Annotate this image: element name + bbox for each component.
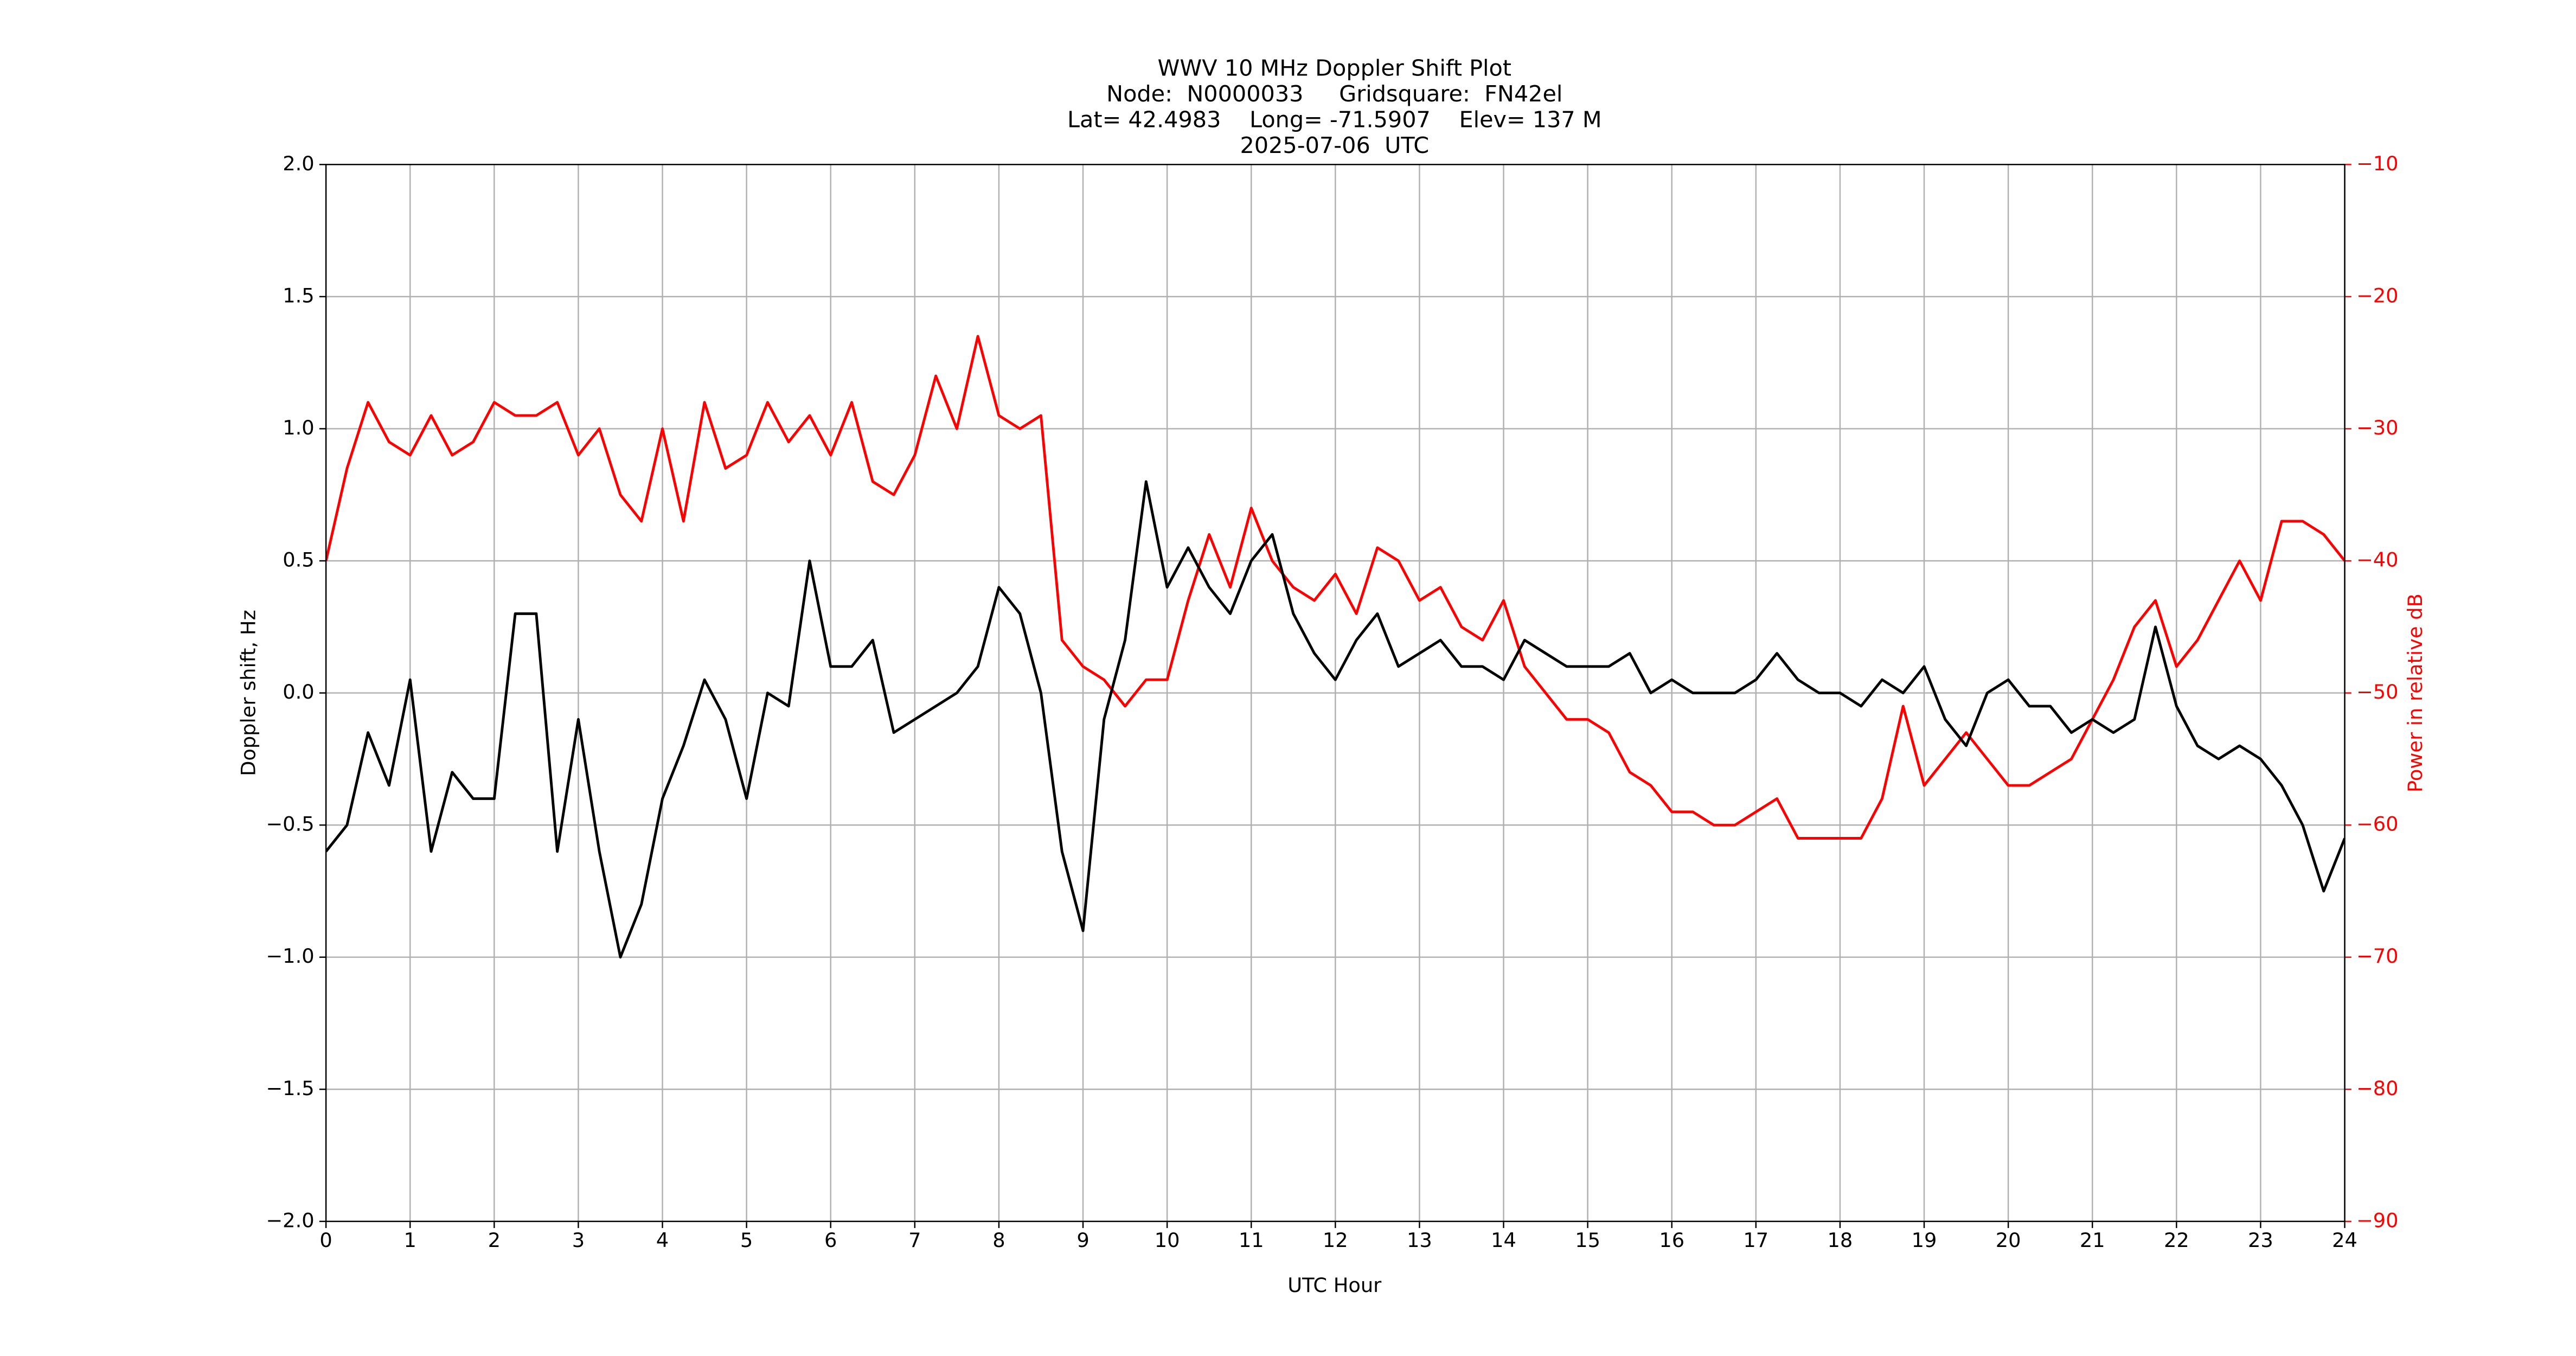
x-tick-label: 17 (1743, 1229, 1768, 1252)
x-tick-label: 10 (1155, 1229, 1180, 1252)
y2-axis-label: Power in relative dB (2404, 593, 2427, 792)
y2-tick-label: −20 (2356, 284, 2399, 307)
x-axis-label: UTC Hour (1287, 1274, 1382, 1297)
x-tick-label: 11 (1239, 1229, 1264, 1252)
x-tick-label: 24 (2332, 1229, 2357, 1252)
x-tick-label: 2 (488, 1229, 501, 1252)
x-tick-label: 6 (824, 1229, 837, 1252)
y2-tick-label: −10 (2356, 152, 2399, 175)
x-tick-label: 3 (572, 1229, 585, 1252)
x-tick-label: 18 (1828, 1229, 1853, 1252)
series-line (326, 480, 2345, 959)
y2-tick-label: −60 (2356, 813, 2399, 836)
y-tick-label: 1.5 (283, 284, 314, 307)
y-tick-label: −0.5 (266, 813, 314, 836)
y-tick-label: −1.5 (266, 1077, 314, 1100)
chart-title: Lat= 42.4983 Long= -71.5907 Elev= 137 M (1067, 107, 1602, 133)
x-tick-label: 23 (2248, 1229, 2273, 1252)
y-tick-label: 1.0 (283, 416, 314, 439)
x-tick-label: 13 (1407, 1229, 1432, 1252)
y-tick-label: 0.5 (283, 548, 314, 572)
series-line (326, 335, 2345, 840)
x-tick-label: 16 (1659, 1229, 1684, 1252)
x-tick-label: 15 (1575, 1229, 1600, 1252)
plot-frame (325, 164, 2346, 1223)
y-tick-label: 0.0 (283, 680, 314, 703)
y2-tick-label: −90 (2356, 1208, 2399, 1232)
x-tick-label: 12 (1323, 1229, 1348, 1252)
chart-title: 2025-07-06 UTC (1240, 132, 1429, 158)
x-tick-label: 4 (656, 1229, 669, 1252)
x-tick-label: 5 (740, 1229, 753, 1252)
y-tick-label: −1.0 (266, 944, 314, 968)
y2-tick-label: −30 (2356, 416, 2399, 439)
x-tick-label: 7 (908, 1229, 921, 1252)
y2-tick-label: −80 (2356, 1077, 2399, 1100)
x-tick-label: 0 (319, 1229, 332, 1252)
x-tick-label: 9 (1076, 1229, 1089, 1252)
y-tick-label: −2.0 (266, 1208, 314, 1232)
y2-tick-label: −70 (2356, 944, 2399, 968)
chart-title: Node: N0000033 Gridsquare: FN42el (1106, 81, 1562, 107)
y2-tick-label: −40 (2356, 548, 2399, 572)
y-tick-label: 2.0 (283, 152, 314, 175)
y-axis-label: Doppler shift, Hz (237, 610, 260, 776)
x-tick-label: 14 (1491, 1229, 1516, 1252)
x-tick-label: 8 (992, 1229, 1005, 1252)
chart-title: WWV 10 MHz Doppler Shift Plot (1158, 55, 1512, 81)
x-tick-label: 21 (2080, 1229, 2105, 1252)
x-tick-label: 19 (1912, 1229, 1937, 1252)
x-tick-label: 1 (404, 1229, 416, 1252)
x-tick-label: 22 (2164, 1229, 2189, 1252)
x-tick-label: 20 (1996, 1229, 2021, 1252)
y2-tick-label: −50 (2356, 680, 2399, 703)
